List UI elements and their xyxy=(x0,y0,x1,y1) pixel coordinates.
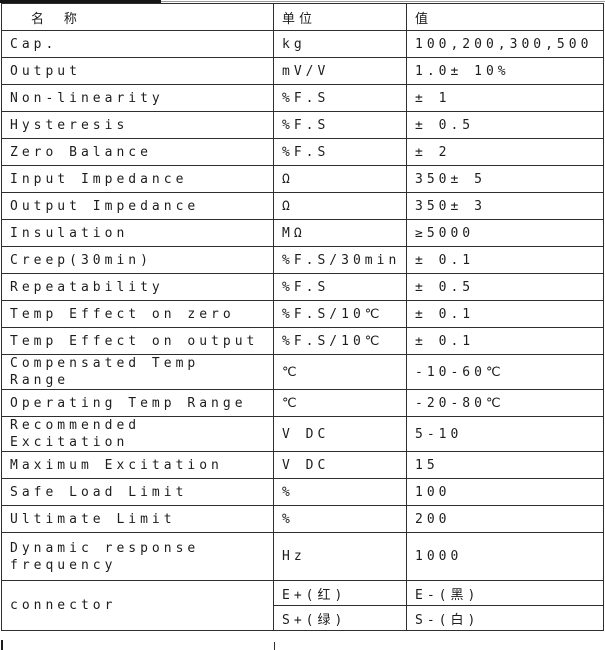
spec-unit-cell: ℃ xyxy=(273,389,407,417)
spec-name-cell: Output xyxy=(1,57,274,85)
spec-value-cell: ≥5000 xyxy=(406,219,604,247)
spec-name-cell: Hysteresis xyxy=(1,111,274,139)
spec-value-cell: ± 2 xyxy=(406,138,604,166)
spec-unit-cell: V DC xyxy=(273,451,407,479)
table-row: Input Impedance Ω 350± 5 xyxy=(1,165,604,193)
spec-unit-cell: % xyxy=(273,505,407,533)
spec-value-cell: ± 0.5 xyxy=(406,111,604,139)
table-row: Output Impedance Ω 350± 3 xyxy=(1,192,604,220)
spec-name-cell: Output Impedance xyxy=(1,192,274,220)
clipped-left-border-stub xyxy=(1,640,3,650)
spec-unit-cell: kg xyxy=(273,30,407,58)
table-row: Temp Effect on zero %F.S/10℃ ± 0.1 xyxy=(1,300,604,328)
table-row: Creep(30min) %F.S/30min ± 0.1 xyxy=(1,246,604,274)
table-row: Hysteresis %F.S ± 0.5 xyxy=(1,111,604,139)
spec-value-cell: ± 0.1 xyxy=(406,246,604,274)
table-row: Repeatability %F.S ± 0.5 xyxy=(1,273,604,301)
spec-value-cell: 5-10 xyxy=(406,416,604,452)
spec-unit-cell: %F.S xyxy=(273,138,407,166)
header-value: 值 xyxy=(406,3,604,31)
clipped-column-divider-stub xyxy=(274,642,275,650)
spec-name-cell: Input Impedance xyxy=(1,165,274,193)
spec-table: 名 称 单位 值 Cap. kg 100,200,300,500 Output mV/V… xyxy=(1,3,604,631)
spec-unit-cell: %F.S/30min xyxy=(273,246,407,274)
spec-name-cell: Maximum Excitation xyxy=(1,451,274,479)
table-row: Safe Load Limit% 100 xyxy=(1,478,604,506)
spec-unit-cell: V DC xyxy=(273,416,407,452)
spec-value-cell: 350± 5 xyxy=(406,165,604,193)
table-row: Insulation MΩ ≥5000 xyxy=(1,219,604,247)
table-header-row: 名 称 单位 值 xyxy=(1,3,604,31)
spec-unit-cell: Ω xyxy=(273,192,407,220)
top-border-thin-segment xyxy=(161,1,605,2)
spec-name-cell: Temp Effect on output xyxy=(1,327,274,355)
spec-unit-cell: %F.S xyxy=(273,273,407,301)
table-row: Dynamic response frequency Hz 1000 xyxy=(1,532,604,581)
spec-value-cell: -20-80℃ xyxy=(406,389,604,417)
spec-table-body: Cap. kg 100,200,300,500 Output mV/V 1.0± 10% N… xyxy=(1,30,604,631)
spec-name-cell: Temp Effect on zero xyxy=(1,300,274,328)
spec-name-cell: Creep(30min) xyxy=(1,246,274,274)
table-row: Compensated Temp Range ℃ -10-60℃ xyxy=(1,354,604,390)
table-row: Operating Temp Range ℃ -20-80℃ xyxy=(1,389,604,417)
spec-name-cell: Ultimate Limit xyxy=(1,505,274,533)
spec-unit-cell: Ω xyxy=(273,165,407,193)
spec-name-cell: Dynamic response frequency xyxy=(1,532,274,581)
spec-unit-cell: Hz xyxy=(273,532,407,581)
table-row: Temp Effect on output %F.S/10℃ ± 0.1 xyxy=(1,327,604,355)
spec-name-cell: Safe Load Limit xyxy=(1,478,274,506)
spec-value-cell: 1.0± 10% xyxy=(406,57,604,85)
spec-value-cell: ± 0.5 xyxy=(406,273,604,301)
connector-wire-cell: E+(红) xyxy=(273,580,407,606)
spec-name-cell: Zero Balance xyxy=(1,138,274,166)
spec-name-cell: Insulation xyxy=(1,219,274,247)
spec-unit-cell: MΩ xyxy=(273,219,407,247)
spec-unit-cell: mV/V xyxy=(273,57,407,85)
spec-value-cell: 15 xyxy=(406,451,604,479)
table-row: Ultimate Limit% 200 xyxy=(1,505,604,533)
top-border-thick-segment xyxy=(0,0,161,3)
spec-value-cell: 100 xyxy=(406,478,604,506)
spec-name-cell: Recommended Excitation xyxy=(1,416,274,452)
connector-wire-cell: S-(白) xyxy=(406,605,604,631)
table-row: Cap. kg 100,200,300,500 xyxy=(1,30,604,58)
spec-unit-cell: %F.S/10℃ xyxy=(273,327,407,355)
spec-value-cell: 1000 xyxy=(406,532,604,581)
spec-unit-cell: % xyxy=(273,478,407,506)
header-unit: 单位 xyxy=(273,3,407,31)
spec-value-cell: 350± 3 xyxy=(406,192,604,220)
spec-value-cell: ± 1 xyxy=(406,84,604,112)
spec-value-cell: ± 0.1 xyxy=(406,300,604,328)
spec-value-cell: 200 xyxy=(406,505,604,533)
spec-name-cell: Operating Temp Range xyxy=(1,389,274,417)
spec-name-cell: Cap. xyxy=(1,30,274,58)
connector-wire-cell: E-(黑) xyxy=(406,580,604,606)
table-row: Non-linearity %F.S ± 1 xyxy=(1,84,604,112)
header-name: 名 称 xyxy=(1,3,274,31)
spec-unit-cell: %F.S xyxy=(273,111,407,139)
spec-name-cell: Repeatability xyxy=(1,273,274,301)
table-row: Output mV/V 1.0± 10% xyxy=(1,57,604,85)
spec-value-cell: ± 0.1 xyxy=(406,327,604,355)
table-row: Maximum Excitation V DC 15 xyxy=(1,451,604,479)
spec-value-cell: -10-60℃ xyxy=(406,354,604,390)
spec-name-cell: Non-linearity xyxy=(1,84,274,112)
connector-wire-cell: S+(绿) xyxy=(273,605,407,631)
connector-row: connector E+(红) E-(黑) xyxy=(1,580,604,631)
spec-unit-cell: ℃ xyxy=(273,354,407,390)
spec-unit-cell: %F.S/10℃ xyxy=(273,300,407,328)
connector-row: S+(绿) S-(白) xyxy=(2,605,604,631)
table-row: Zero Balance %F.S ± 2 xyxy=(1,138,604,166)
connector-name-cell: connector xyxy=(1,580,274,631)
spec-value-cell: 100,200,300,500 xyxy=(406,30,604,58)
table-row: Recommended Excitation V DC 5-10 xyxy=(1,416,604,452)
spec-name-cell: Compensated Temp Range xyxy=(1,354,274,390)
spec-unit-cell: %F.S xyxy=(273,84,407,112)
